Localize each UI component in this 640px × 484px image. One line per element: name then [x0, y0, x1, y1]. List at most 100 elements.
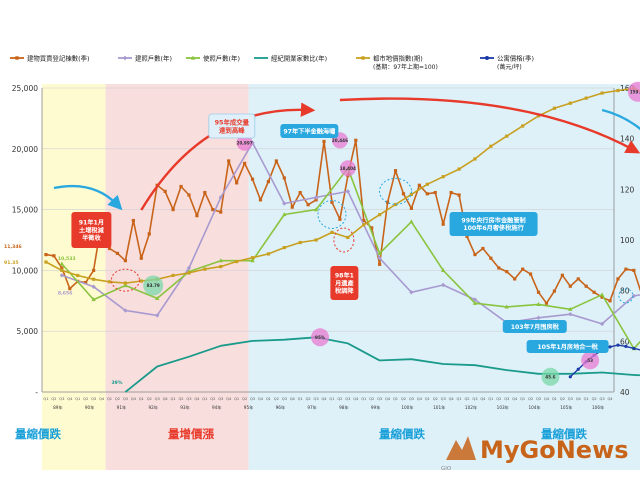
callout-text: 103年7月囤房稅: [511, 323, 560, 331]
data-point: [568, 306, 573, 311]
data-point: [385, 200, 390, 204]
right-tick-label: 100: [620, 236, 635, 245]
data-point: [616, 88, 620, 93]
data-point: [154, 295, 160, 300]
quarter-tick-label: Q3: [536, 397, 541, 401]
dashed-ring: [333, 227, 355, 253]
quarter-tick-label: Q2: [210, 397, 215, 401]
data-point: [330, 230, 334, 234]
right-tick-label: 60: [620, 337, 630, 346]
data-point: [313, 207, 319, 212]
year-tick-label: 102年: [465, 404, 477, 411]
quarter-tick-label: Q1: [488, 397, 493, 401]
quarter-tick-label: Q4: [544, 397, 550, 401]
data-point: [362, 218, 366, 223]
data-point: [521, 267, 525, 271]
highlight-disc: [311, 328, 330, 347]
quarter-tick-label: Q1: [75, 397, 80, 401]
phase-label: 量縮價跌: [15, 427, 61, 441]
highlight-value: 53: [587, 358, 593, 363]
value-label: 11,346: [4, 244, 22, 250]
quarter-tick-label: Q1: [139, 397, 144, 401]
legend-item: 建物買賣登記棟數(季): [10, 54, 90, 63]
legend-item: 公寓價格(季)(萬元/坪): [480, 54, 534, 71]
data-point: [433, 190, 437, 195]
callout-box: [526, 340, 609, 353]
highlight-value: 20,997: [236, 140, 252, 145]
apartment-price-point: [616, 343, 620, 347]
quarter-tick-label: Q4: [512, 397, 518, 401]
data-point: [600, 91, 604, 95]
quarter-tick-label: Q2: [464, 397, 469, 401]
data-point: [489, 256, 493, 260]
data-point: [481, 246, 485, 251]
data-point: [568, 284, 572, 288]
phase-bg: [248, 84, 640, 470]
callout-text: 達到高峰: [219, 125, 245, 134]
quarter-tick-label: Q4: [194, 397, 200, 401]
quarter-tick-label: Q1: [266, 397, 271, 401]
data-point: [528, 272, 533, 276]
year-tick-label: 101年: [433, 404, 445, 411]
apartment-price-point: [568, 375, 572, 379]
callout-text: 97年下半金融海嘯: [283, 127, 336, 135]
callout: 103年7月囤房稅: [502, 320, 567, 333]
left-tick-label: 25,000: [12, 84, 38, 93]
data-point: [290, 205, 294, 209]
quarter-tick-label: Q4: [607, 397, 613, 401]
left-tick-label: 5,000: [17, 327, 39, 336]
callout-text: 91年1月: [79, 219, 104, 227]
quarter-tick-label: Q1: [329, 397, 334, 401]
right-tick-label: 80: [620, 287, 630, 296]
quarter-tick-label: Q4: [353, 397, 359, 401]
quarter-tick-label: Q2: [115, 397, 120, 401]
data-point: [576, 277, 580, 281]
data-point: [378, 213, 382, 217]
data-point: [425, 182, 429, 186]
data-point: [91, 284, 96, 289]
quarter-tick-label: Q1: [393, 397, 398, 401]
year-tick-label: 96年: [276, 404, 286, 411]
data-point: [441, 222, 445, 226]
legend-label: 都市地價指數(期): [373, 54, 423, 63]
quarter-tick-label: Q1: [202, 397, 207, 401]
legend: 建物買賣登記棟數(季) 建照戶數(年) 使照戶數(年) 經紀開業家數比(年) 都市地價指…: [10, 54, 534, 71]
quarter-tick-label: Q2: [306, 397, 311, 401]
data-point: [440, 268, 446, 272]
legend-label: 建照戶數(年): [135, 54, 172, 63]
data-point: [131, 218, 135, 223]
data-point: [338, 217, 342, 221]
quarter-tick-label: Q4: [258, 397, 264, 401]
left-tick-label: 20,000: [12, 145, 38, 154]
year-tick-label: 100年: [401, 404, 413, 411]
year-tick-label: 94年: [212, 404, 222, 411]
data-point: [250, 258, 255, 263]
quarter-tick-label: Q2: [369, 397, 374, 401]
quarter-tick-label: Q4: [385, 397, 391, 401]
legend-marker: [361, 56, 365, 60]
quarter-tick-label: Q1: [298, 397, 303, 401]
data-point: [600, 295, 604, 299]
data-point: [219, 265, 223, 269]
data-point: [409, 219, 414, 224]
dashed-ring: [379, 177, 413, 205]
trend-arrow: [53, 184, 123, 211]
data-point: [472, 297, 478, 302]
quarter-tick-label: Q3: [568, 397, 573, 401]
data-point: [123, 259, 128, 263]
data-point: [440, 282, 446, 288]
data-point: [504, 304, 509, 309]
quarter-tick-label: Q4: [99, 397, 105, 401]
data-point: [227, 159, 231, 163]
data-point: [345, 189, 351, 194]
data-point: [505, 270, 509, 274]
quarter-tick-label: Q3: [282, 397, 287, 401]
year-tick-label: 105年: [560, 404, 572, 411]
logo: GIO MyGoNews: [441, 436, 629, 472]
data-point: [552, 106, 557, 110]
data-point: [282, 212, 287, 217]
data-point: [123, 308, 128, 313]
data-point: [139, 256, 143, 260]
highlight-value: 18,404: [340, 166, 356, 171]
